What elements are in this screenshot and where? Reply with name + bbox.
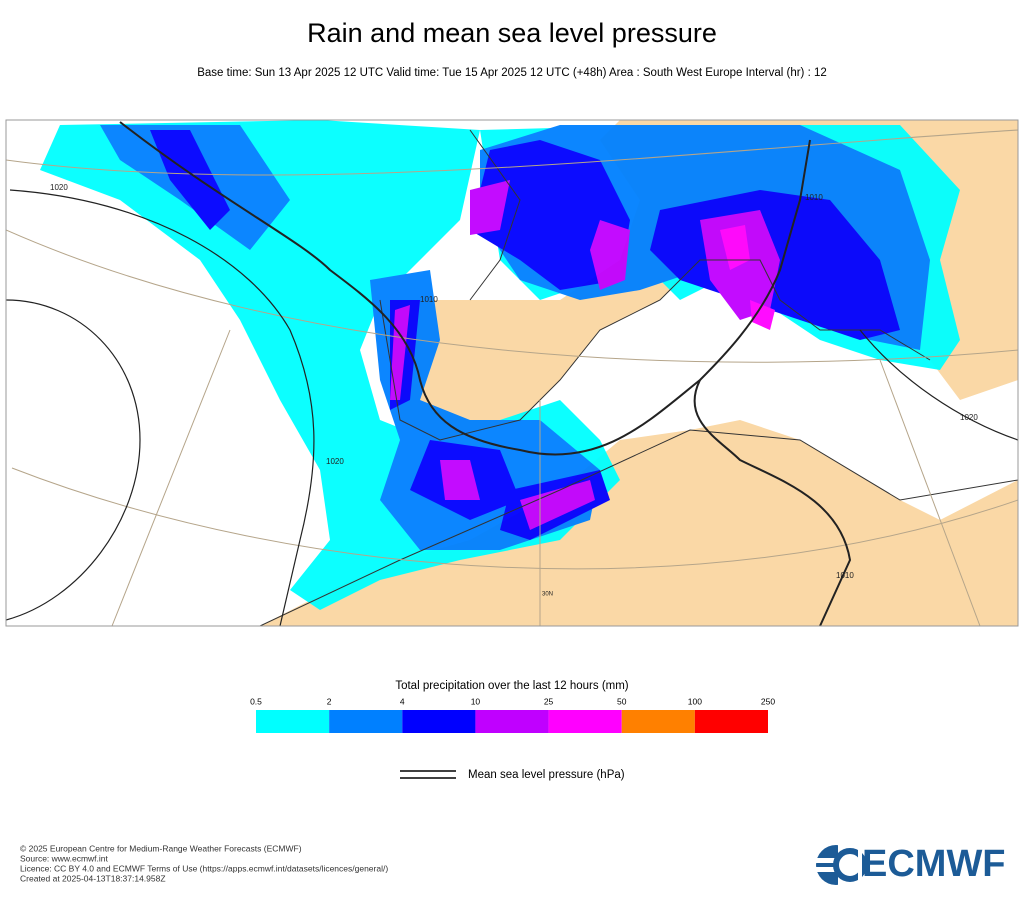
legend-level: 25 bbox=[544, 696, 554, 706]
footer-line: © 2025 European Centre for Medium-Range … bbox=[20, 843, 302, 853]
subtitle: Base time: Sun 13 Apr 2025 12 UTC Valid … bbox=[197, 67, 827, 79]
legend-level: 0.5 bbox=[250, 696, 262, 706]
legend-level: 250 bbox=[761, 696, 775, 706]
footer-line: Source: www.ecmwf.int bbox=[20, 853, 108, 863]
contour-label: 1020 bbox=[50, 183, 68, 192]
contour-label: 1010 bbox=[836, 571, 854, 580]
legend-level: 50 bbox=[617, 696, 627, 706]
logo-text: ECMWF bbox=[862, 843, 1006, 885]
land bbox=[260, 420, 1018, 626]
contour-label: 1010 bbox=[420, 295, 438, 304]
footer-line: Created at 2025-04-13T18:37:14.958Z bbox=[20, 873, 166, 883]
map-frame bbox=[5, 119, 1019, 627]
latitude-label: 30N bbox=[542, 592, 553, 598]
legend-level: 10 bbox=[471, 696, 481, 706]
legend-swatch bbox=[548, 710, 622, 733]
contour-label: 1020 bbox=[326, 457, 344, 466]
legend-swatch bbox=[329, 710, 403, 733]
precipitation bbox=[40, 120, 960, 610]
contour-label: 1020 bbox=[960, 413, 978, 422]
map: 1020 1010 1020 1010 1020 1010 30N bbox=[5, 119, 1019, 627]
contour-labels: 1020 1010 1020 1010 1020 1010 30N bbox=[50, 183, 978, 597]
contour-label: 1010 bbox=[805, 193, 823, 202]
logo: ECMWF bbox=[816, 843, 1006, 885]
coastlines bbox=[259, 129, 1018, 626]
graticule bbox=[6, 129, 1018, 626]
legend-swatch bbox=[694, 710, 768, 733]
legend: 0.5 2 4 10 25 50 100 250 bbox=[250, 696, 775, 733]
pressure-label: Mean sea level pressure (hPa) bbox=[468, 769, 625, 781]
legend-level: 2 bbox=[327, 696, 332, 706]
legend-swatch bbox=[402, 710, 476, 733]
legend-swatch bbox=[475, 710, 549, 733]
legend-title: Total precipitation over the last 12 hou… bbox=[395, 680, 628, 692]
legend-swatch bbox=[256, 710, 330, 733]
legend-swatch bbox=[621, 710, 695, 733]
legend-level: 4 bbox=[400, 696, 405, 706]
isobars bbox=[6, 121, 1018, 626]
legend-level: 100 bbox=[688, 696, 702, 706]
title: Rain and mean sea level pressure bbox=[307, 18, 717, 48]
footer: © 2025 European Centre for Medium-Range … bbox=[20, 843, 388, 883]
footer-line: Licence: CC BY 4.0 and ECMWF Terms of Us… bbox=[20, 863, 388, 873]
